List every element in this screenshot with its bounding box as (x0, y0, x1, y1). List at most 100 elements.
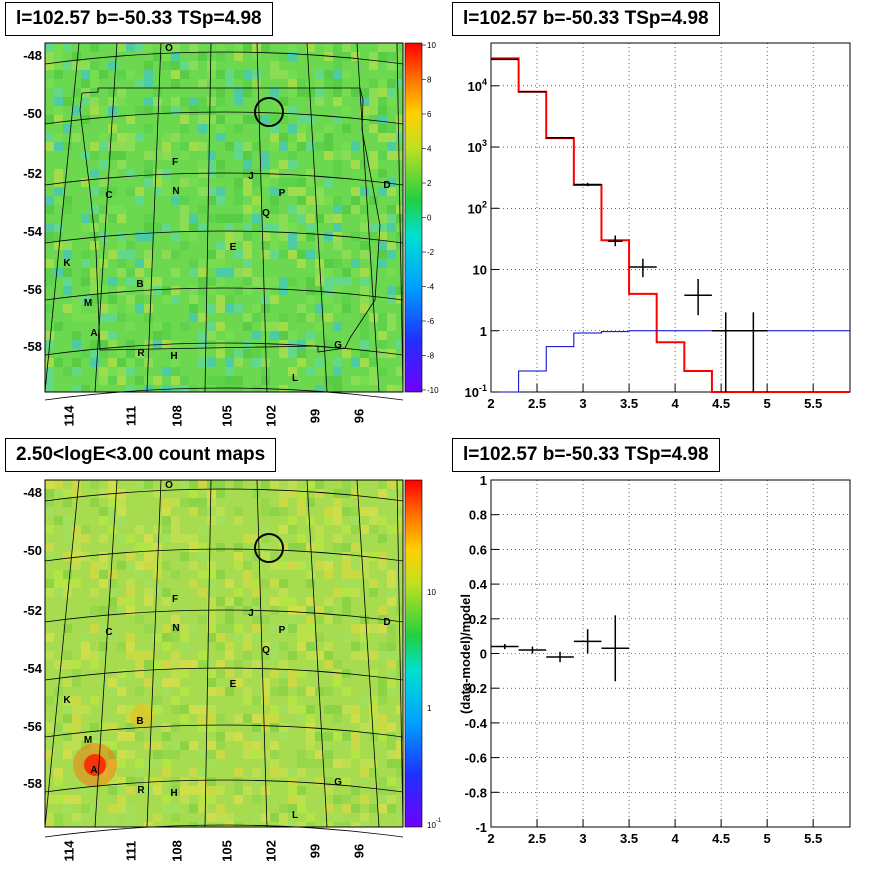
x-tick-label: 5 (764, 831, 771, 846)
map-pixel (63, 561, 72, 570)
map-pixel (288, 43, 297, 52)
map-pixel (198, 507, 207, 516)
map-pixel (342, 606, 351, 615)
map-pixel (126, 349, 135, 358)
map-pixel (207, 714, 216, 723)
map-pixel (369, 714, 378, 723)
map-pixel (270, 597, 279, 606)
map-pixel (144, 169, 153, 178)
map-pixel (324, 570, 333, 579)
map-pixel (279, 651, 288, 660)
map-pixel (297, 651, 306, 660)
map-pixel (369, 358, 378, 367)
y-tick-label: 104 (468, 77, 487, 94)
map-pixel (162, 633, 171, 642)
map-pixel (45, 579, 54, 588)
map-pixel (207, 615, 216, 624)
map-pixel (324, 133, 333, 142)
map-pixel (117, 376, 126, 385)
map-pixel (324, 651, 333, 660)
map-pixel (387, 151, 396, 160)
map-pixel (207, 750, 216, 759)
map-pixel (297, 489, 306, 498)
colorbar-tick-label: -4 (427, 283, 435, 292)
map-pixel (126, 295, 135, 304)
map-pixel (45, 304, 54, 313)
map-pixel (261, 507, 270, 516)
map-pixel (108, 313, 117, 322)
map-pixel (54, 241, 63, 250)
map-pixel (81, 741, 90, 750)
map-pixel (324, 286, 333, 295)
source-label-n: N (172, 186, 179, 197)
map-pixel (207, 624, 216, 633)
map-pixel (189, 660, 198, 669)
map-pixel (324, 385, 333, 392)
map-pixel (396, 286, 403, 295)
map-pixel (387, 759, 396, 768)
map-pixel (306, 813, 315, 822)
latitude-line (44, 387, 404, 401)
map-pixel (144, 160, 153, 169)
map-pixel (54, 732, 63, 741)
map-pixel (360, 813, 369, 822)
map-pixel (297, 687, 306, 696)
map-pixel (342, 804, 351, 813)
map-pixel (342, 507, 351, 516)
map-pixel (81, 813, 90, 822)
map-pixel (216, 732, 225, 741)
map-pixel (189, 525, 198, 534)
map-pixel (108, 813, 117, 822)
map-pixel (207, 579, 216, 588)
source-label-j: J (248, 171, 254, 182)
map-pixel (72, 552, 81, 561)
map-pixel (54, 223, 63, 232)
map-pixel (387, 489, 396, 498)
map-pixel (378, 133, 387, 142)
map-pixel (342, 597, 351, 606)
map-pixel (207, 70, 216, 79)
map-pixel (81, 705, 90, 714)
map-pixel (126, 624, 135, 633)
map-pixel (387, 241, 396, 250)
map-pixel (144, 759, 153, 768)
map-pixel (135, 507, 144, 516)
map-pixel (288, 97, 297, 106)
map-pixel (162, 624, 171, 633)
map-pixel (351, 268, 360, 277)
map-pixel (63, 124, 72, 133)
map-pixel (252, 633, 261, 642)
map-pixel (396, 232, 403, 241)
map-pixel (72, 295, 81, 304)
map-pixel (81, 223, 90, 232)
map-pixel (63, 678, 72, 687)
map-pixel (306, 732, 315, 741)
map-pixel (369, 804, 378, 813)
map-pixel (189, 61, 198, 70)
x-tick-label: 3 (579, 396, 586, 411)
longitude-line (356, 479, 380, 828)
map-pixel (351, 480, 360, 489)
map-pixel (72, 88, 81, 97)
map-pixel (63, 304, 72, 313)
map-pixel (54, 516, 63, 525)
map-pixel (180, 178, 189, 187)
map-pixel (333, 822, 342, 827)
map-pixel (72, 525, 81, 534)
map-pixel (279, 250, 288, 259)
latitude-line (44, 779, 404, 793)
map-pixel (216, 678, 225, 687)
map-pixel (144, 304, 153, 313)
source-label-k: K (63, 258, 71, 269)
map-pixel (261, 687, 270, 696)
map-pixel (270, 606, 279, 615)
map-pixel (396, 651, 403, 660)
map-pixel (243, 88, 252, 97)
map-pixel (333, 169, 342, 178)
map-pixel (270, 151, 279, 160)
map-pixel (144, 543, 153, 552)
map-pixel (108, 525, 117, 534)
map-pixel (378, 732, 387, 741)
map-pixel (45, 79, 54, 88)
